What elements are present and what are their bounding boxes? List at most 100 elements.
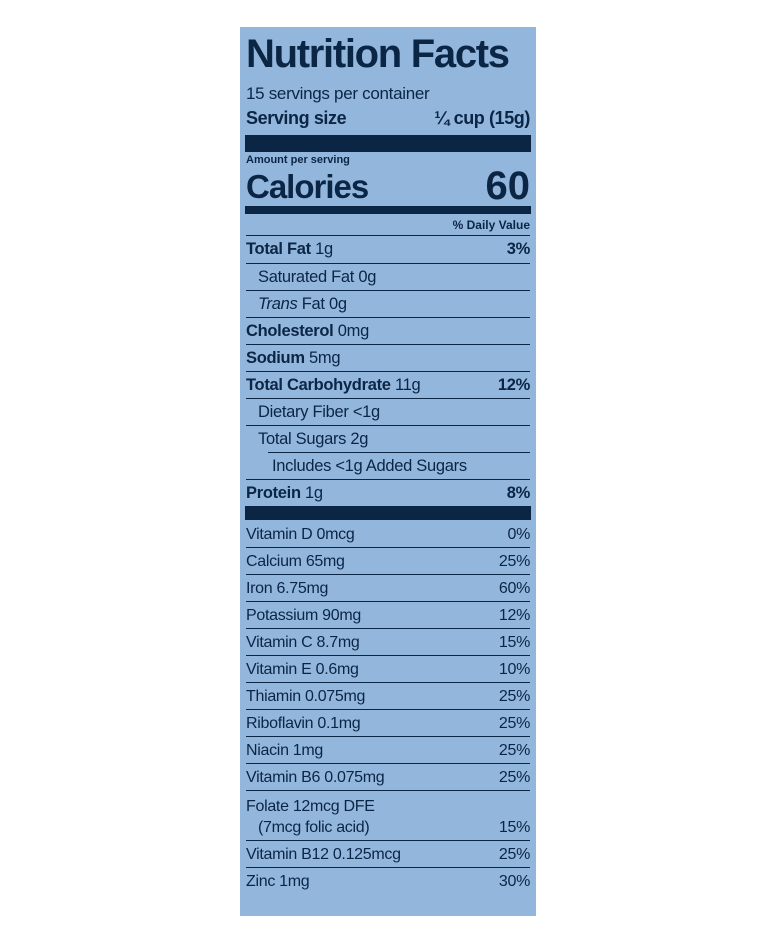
vitamin-row: Iron 6.75mg 60% (246, 574, 530, 601)
vitamin-row: Vitamin C 8.7mg 15% (246, 628, 530, 655)
nutrient-text: Includes <1g Added Sugars (272, 453, 467, 479)
vitamin-text: Calcium 65mg (246, 549, 345, 574)
nutrient-amount: 5mg (309, 349, 341, 367)
vitamin-line: (7mcg folic acid) (258, 819, 370, 836)
nutrients: Total Fat 1g 3% Saturated Fat 0g Trans Fat … (246, 236, 530, 506)
vitamin-row: Riboflavin 0.1mg 25% (246, 709, 530, 736)
nutrient-text: Cholesterol 0mg (246, 318, 369, 344)
divider (245, 206, 531, 214)
nutrient-text: Sodium 5mg (246, 345, 341, 371)
nutrient-amount: 1g (315, 240, 333, 258)
vitamin-text: Vitamin B6 0.075mg (246, 765, 385, 790)
vitamin-text: Thiamin 0.075mg (246, 684, 365, 709)
vitamin-line: Calcium 65mg (246, 553, 345, 570)
nutrient-dv: 8% (506, 484, 531, 502)
vitamin-row: Potassium 90mg 12% (246, 601, 530, 628)
vitamin-dv: 10% (498, 661, 530, 678)
nutrient-row: Total Carbohydrate 11g 12% (246, 371, 530, 398)
vitamin-row: Thiamin 0.075mg 25% (246, 682, 530, 709)
calories: Calories 60 (246, 166, 530, 206)
vitamin-row: Zinc 1mg 30% (246, 867, 530, 894)
nutrient-amount: Saturated Fat 0g (258, 268, 377, 286)
divider (245, 135, 531, 152)
nutrient-name: Protein (246, 484, 301, 502)
vitamin-line: Vitamin E 0.6mg (246, 661, 359, 678)
vitamin-dv: 25% (498, 742, 530, 759)
nutrient-text: Trans Fat 0g (258, 291, 347, 317)
nutrient-amount: Includes <1g Added Sugars (272, 457, 467, 475)
vitamin-text: Vitamin B12 0.125mcg (246, 842, 401, 867)
nutrient-dv: 12% (497, 376, 530, 394)
nutrient-name: Cholesterol (246, 322, 334, 340)
vitamin-line: Vitamin D 0mcg (246, 526, 355, 543)
nutrient-row: Sodium 5mg (246, 344, 530, 371)
nutrient-row: Trans Fat 0g (246, 290, 530, 317)
nutrient-row: Dietary Fiber <1g (246, 398, 530, 425)
vitamin-row: Vitamin E 0.6mg 10% (246, 655, 530, 682)
vitamin-line: Potassium 90mg (246, 607, 361, 624)
nutrient-row: Saturated Fat 0g (246, 263, 530, 290)
nutrient-text: Dietary Fiber <1g (258, 399, 380, 425)
nutrient-row: Protein 1g 8% (246, 479, 530, 506)
vitamin-row: Vitamin B12 0.125mcg 25% (246, 840, 530, 867)
vitamin-line: Vitamin B12 0.125mcg (246, 846, 401, 863)
calories-label: Calories (246, 168, 369, 205)
nutrient-name: Total Carbohydrate (246, 376, 391, 394)
nutrient-text: Total Fat 1g (246, 236, 333, 263)
serving-size-label: Serving size (246, 108, 347, 128)
vitamin-text: Vitamin C 8.7mg (246, 630, 360, 655)
vitamin-dv: 25% (498, 688, 530, 705)
nutrient-amount: 0mg (337, 322, 370, 340)
vitamin-dv: 25% (498, 553, 530, 570)
vitamin-row: Vitamin D 0mcg 0% (246, 520, 530, 547)
vitamin-line: Niacin 1mg (246, 742, 324, 759)
nutrient-name: Sodium (246, 349, 305, 367)
nutrient-row: Includes <1g Added Sugars (268, 452, 530, 479)
vitamin-text: Folate 12mcg DFE (7mcg folic acid) (246, 796, 375, 838)
vitamin-text: Vitamin D 0mcg (246, 522, 355, 547)
vitamin-dv: 25% (498, 846, 530, 863)
nutrient-amount: 11g (394, 376, 421, 394)
vitamin-text: Potassium 90mg (246, 603, 361, 628)
vitamin-line: Folate 12mcg DFE (246, 798, 375, 815)
vitamin-line: Riboflavin 0.1mg (246, 715, 361, 732)
nutrient-row: Cholesterol 0mg (246, 317, 530, 344)
nutrient-text: Protein 1g (246, 480, 323, 506)
nutrient-amount: Dietary Fiber <1g (258, 403, 380, 421)
nutrient-amount: Total Sugars 2g (258, 430, 369, 448)
nutrient-dv: 3% (506, 240, 531, 258)
nutrient-amount: 1g (305, 484, 323, 502)
nutrient-text: Saturated Fat 0g (258, 264, 376, 290)
vitamin-dv: 12% (498, 607, 530, 624)
serving-size-value: ¼ cup (15g) (434, 108, 530, 128)
vitamin-text: Vitamin E 0.6mg (246, 657, 359, 682)
vitamin-row: Vitamin B6 0.075mg 25% (246, 763, 530, 790)
nutrient-text: Total Carbohydrate 11g (246, 372, 421, 398)
nutrition-label: Nutrition Facts 15 servings per containe… (240, 27, 536, 916)
vitamin-line: Vitamin C 8.7mg (246, 634, 360, 651)
nutrient-amount: Fat 0g (301, 295, 347, 313)
daily-value-header: % Daily Value (246, 214, 530, 236)
vitamin-row: Folate 12mcg DFE (7mcg folic acid) 15% (246, 790, 530, 840)
vitamin-dv: 15% (498, 819, 530, 836)
amount-per-serving: Amount per serving (246, 154, 350, 166)
vitamin-line: Zinc 1mg (246, 873, 310, 890)
vitamin-text: Zinc 1mg (246, 869, 310, 894)
serving-size: Serving size ¼ cup (15g) (246, 105, 530, 135)
vitamin-dv: 25% (498, 715, 530, 732)
vitamin-row: Niacin 1mg 25% (246, 736, 530, 763)
nutrient-text: Total Sugars 2g (258, 426, 368, 452)
vitamin-text: Riboflavin 0.1mg (246, 711, 361, 736)
vitamin-line: Vitamin B6 0.075mg (246, 769, 385, 786)
divider (245, 506, 531, 520)
vitamin-dv: 0% (507, 526, 530, 543)
vitamin-dv: 25% (498, 769, 530, 786)
vitamin-text: Iron 6.75mg (246, 576, 328, 601)
vitamin-dv: 15% (498, 634, 530, 651)
nutrient-row: Total Sugars 2g (246, 425, 530, 452)
calories-value: 60 (485, 164, 531, 208)
nutrient-name: Total Fat (246, 240, 311, 258)
title: Nutrition Facts (246, 32, 510, 76)
vitamin-row: Calcium 65mg 25% (246, 547, 530, 574)
